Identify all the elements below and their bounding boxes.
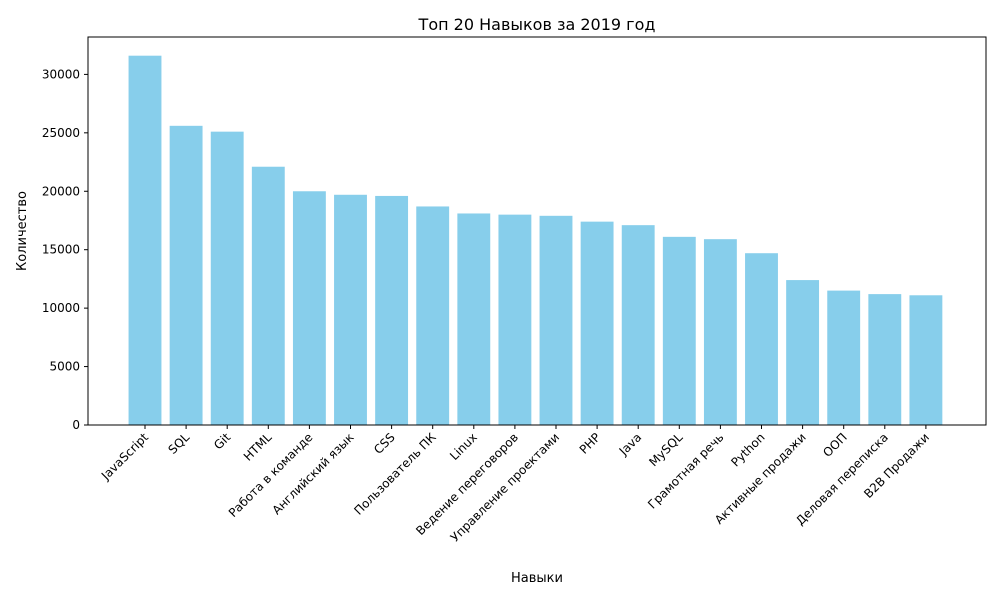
chart-title: Топ 20 Навыков за 2019 год xyxy=(418,15,656,34)
x-tick-label-9: Linux xyxy=(447,430,480,463)
x-tick-label-16: Python xyxy=(728,430,767,469)
bar-18 xyxy=(827,291,860,425)
x-tick-label-4: HTML xyxy=(241,430,275,464)
bar-11 xyxy=(540,216,573,425)
y-tick-label-1: 0 xyxy=(72,418,80,432)
x-tick-label-1: JavaScript xyxy=(98,430,151,483)
bar-14 xyxy=(663,237,696,425)
x-tick-label-15: Грамотная речь xyxy=(645,430,726,511)
x-tick-label-3: Git xyxy=(211,430,233,452)
x-tick-label-8: Пользователь ПК xyxy=(351,430,439,518)
bar-2 xyxy=(170,126,203,425)
bar-4 xyxy=(252,167,285,425)
y-axis: 0 5000 10000 15000 20000 25000 30000 xyxy=(42,67,88,432)
x-tick-label-12: PHP xyxy=(577,430,604,457)
bar-7 xyxy=(375,196,408,425)
bar-3 xyxy=(211,132,244,425)
x-tick-label-6: Английский язык xyxy=(269,430,356,517)
bar-8 xyxy=(416,206,449,425)
bar-19 xyxy=(868,294,901,425)
bar-5 xyxy=(293,191,326,425)
x-tick-label-7: CSS xyxy=(371,430,398,457)
bar-1 xyxy=(129,56,162,425)
bar-9 xyxy=(457,213,490,425)
y-tick-label-2: 5000 xyxy=(49,360,80,374)
bar-12 xyxy=(581,222,614,425)
y-tick-label-7: 30000 xyxy=(42,67,80,81)
x-tick-label-18: ООП xyxy=(820,430,850,460)
bar-17 xyxy=(786,280,819,425)
y-tick-label-3: 10000 xyxy=(42,301,80,315)
bar-15 xyxy=(704,239,737,425)
x-tick-label-2: SQL xyxy=(166,430,193,457)
bar-20 xyxy=(909,295,942,425)
bars-group xyxy=(129,56,943,425)
bar-6 xyxy=(334,195,367,425)
bar-10 xyxy=(498,215,531,425)
y-tick-label-6: 25000 xyxy=(42,126,80,140)
x-tick-label-14: MySQL xyxy=(646,430,685,469)
bar-13 xyxy=(622,225,655,425)
y-axis-label: Количество xyxy=(15,191,30,271)
y-tick-label-4: 15000 xyxy=(42,243,80,257)
bar-16 xyxy=(745,253,778,425)
x-tick-label-13: Java xyxy=(616,430,645,459)
x-axis-label: Навыки xyxy=(511,571,563,586)
y-tick-label-5: 20000 xyxy=(42,184,80,198)
